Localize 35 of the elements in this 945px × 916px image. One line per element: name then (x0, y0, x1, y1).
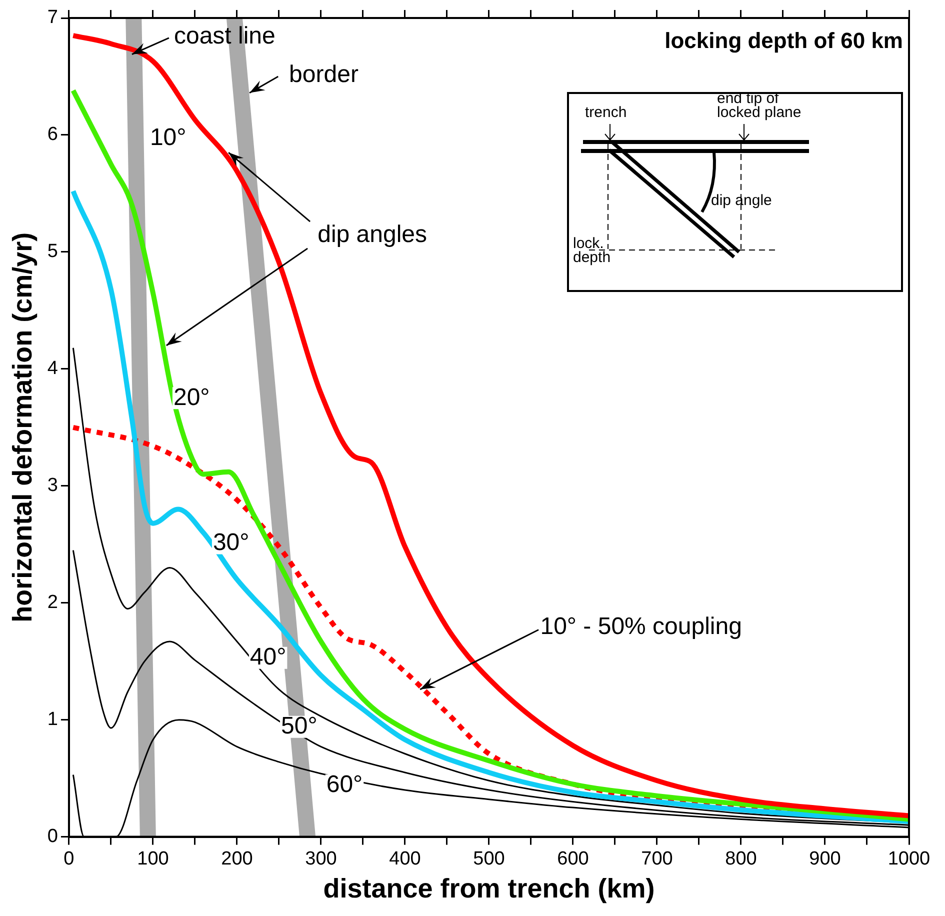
x-tick-label: 200 (221, 848, 253, 870)
annotation: dip angles (318, 221, 428, 248)
series-label: 20° (173, 384, 210, 411)
y-tick-label: 3 (47, 475, 58, 496)
y-tick-label: 7 (47, 7, 58, 28)
y-tick-label: 6 (47, 124, 58, 146)
annotation: lock. depth (573, 235, 612, 266)
y-tick-label: 4 (47, 358, 58, 380)
series-label: 60° (326, 770, 363, 798)
y-tick-label: 5 (47, 241, 58, 262)
annotation: coast line (174, 22, 276, 50)
x-tick-label: 800 (725, 848, 757, 870)
x-tick-label: 0 (64, 848, 74, 870)
y-axis-title: horizontal deformation (cm/yr) (8, 232, 38, 622)
annotation: trench (585, 104, 627, 121)
series-label: 10° (150, 124, 186, 152)
x-tick-label: 400 (389, 848, 421, 870)
x-tick-label: 100 (137, 848, 169, 870)
series-label: 40° (250, 643, 286, 670)
annotation: border (289, 60, 358, 88)
text: locking depth of 60 km (664, 28, 903, 54)
y-tick-label: 1 (47, 709, 58, 730)
x-tick-label: 700 (641, 848, 673, 870)
y-tick-label: 2 (47, 592, 58, 614)
series-label: 50° (280, 712, 318, 740)
x-axis-title: distance from trench (km) (323, 873, 655, 904)
x-tick-label: 300 (305, 848, 337, 870)
x-tick-label: 600 (557, 848, 589, 870)
annotation: 10° - 50% coupling (540, 613, 742, 640)
y-tick-label: 0 (47, 826, 58, 848)
x-tick-label: 900 (809, 848, 841, 870)
series-label: 30° (212, 528, 250, 556)
annotation: dip angle (711, 192, 772, 209)
x-tick-label: 500 (473, 848, 505, 870)
x-tick-label: 1000 (888, 848, 930, 870)
